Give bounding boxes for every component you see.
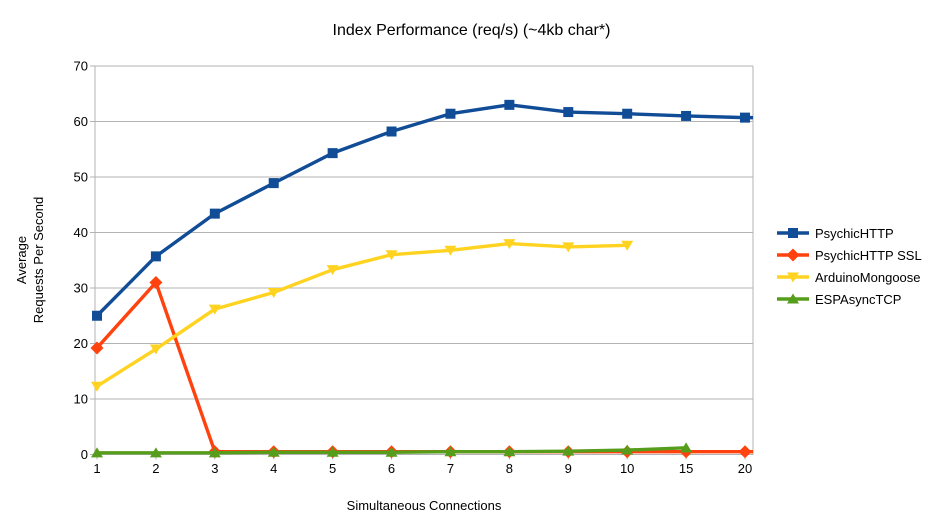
y-tick-label: 70 — [74, 59, 88, 74]
x-tick-label: 5 — [329, 461, 336, 476]
diamond-marker-icon — [786, 248, 800, 262]
triangle-up-marker-icon — [149, 447, 162, 458]
legend-series-icon — [777, 293, 809, 304]
legend-series-icon — [777, 248, 809, 262]
triangle-down-marker-icon — [385, 250, 398, 261]
legend-item: PsychicHTTP SSL — [777, 244, 922, 266]
y-axis-title-line1: Average — [14, 235, 30, 285]
legend-label: PsychicHTTP SSL — [815, 247, 922, 263]
legend-label: ESPAsyncTCP — [815, 291, 902, 307]
x-tick-label: 6 — [388, 461, 395, 476]
legend-label: ArduinoMongoose — [815, 269, 921, 285]
square-marker-icon — [563, 107, 574, 118]
x-tick-label: 4 — [270, 461, 277, 476]
x-tick-label: 7 — [447, 461, 454, 476]
x-tick-label: 8 — [506, 461, 513, 476]
legend-item: PsychicHTTP — [777, 222, 922, 244]
triangle-down-marker-icon — [91, 381, 103, 392]
triangle-up-marker-icon — [326, 446, 339, 457]
square-marker-icon — [386, 126, 397, 137]
diamond-marker-icon — [90, 341, 104, 355]
y-tick-label: 10 — [74, 392, 88, 407]
y-axis-title: Average Requests Per Second — [14, 197, 48, 323]
x-tick-label: 10 — [620, 461, 634, 476]
series-line — [95, 103, 753, 317]
square-marker-icon — [209, 208, 220, 219]
x-tick-label: 1 — [93, 461, 100, 476]
triangle-down-marker-icon — [787, 272, 799, 283]
triangle-up-marker-icon — [787, 293, 799, 304]
square-marker-icon — [788, 228, 798, 238]
triangle-up-marker-icon — [267, 446, 280, 457]
y-tick-label: 40 — [74, 225, 88, 240]
legend-item: ESPAsyncTCP — [777, 288, 922, 310]
legend: PsychicHTTP PsychicHTTP SSL ArduinoMongoos… — [777, 222, 922, 310]
square-marker-icon — [504, 99, 515, 110]
chart-title: Index Performance (req/s) (~4kb char*) — [332, 22, 611, 39]
triangle-up-marker-icon — [621, 444, 634, 455]
triangle-down-marker-icon — [326, 265, 339, 276]
square-marker-icon — [445, 108, 456, 119]
triangle-down-marker-icon — [149, 344, 162, 355]
legend-series-icon — [777, 272, 809, 283]
legend-label: PsychicHTTP — [815, 225, 894, 241]
series-line — [96, 241, 628, 388]
triangle-down-marker-icon — [503, 239, 516, 250]
x-axis-title: Simultaneous Connections — [346, 498, 502, 513]
triangle-up-marker-icon — [503, 446, 516, 457]
triangle-down-marker-icon — [267, 287, 280, 298]
square-marker-icon — [622, 108, 633, 119]
y-tick-label: 0 — [81, 447, 88, 462]
triangle-down-marker-icon — [208, 304, 221, 315]
legend-item: ArduinoMongoose — [777, 266, 922, 288]
y-tick-label: 50 — [74, 170, 88, 185]
triangle-up-marker-icon — [680, 442, 693, 453]
x-tick-label: 9 — [565, 461, 572, 476]
triangle-up-marker-icon — [562, 445, 575, 456]
x-tick-label: 15 — [679, 461, 693, 476]
legend-series-icon — [777, 228, 809, 238]
triangle-down-marker-icon — [562, 242, 575, 253]
square-marker-icon — [740, 112, 750, 123]
square-marker-icon — [268, 178, 279, 189]
x-tick-label: 3 — [211, 461, 218, 476]
triangle-up-marker-icon — [91, 447, 103, 458]
x-tick-label: 20 — [738, 461, 752, 476]
square-marker-icon — [92, 310, 102, 321]
y-tick-label: 20 — [74, 336, 88, 351]
y-tick-label: 60 — [74, 114, 88, 129]
diamond-marker-icon — [149, 275, 163, 289]
triangle-up-marker-icon — [444, 446, 457, 457]
triangle-up-marker-icon — [385, 446, 398, 457]
diamond-marker-icon — [738, 445, 752, 459]
series-line — [95, 280, 753, 454]
square-marker-icon — [681, 110, 692, 121]
x-tick-label: 2 — [152, 461, 159, 476]
triangle-down-marker-icon — [621, 240, 634, 251]
square-marker-icon — [150, 251, 161, 262]
triangle-up-marker-icon — [208, 447, 221, 458]
y-tick-label: 30 — [74, 281, 88, 296]
square-marker-icon — [327, 148, 338, 159]
y-axis-title-line2: Requests Per Second — [31, 196, 46, 324]
triangle-down-marker-icon — [444, 245, 457, 256]
